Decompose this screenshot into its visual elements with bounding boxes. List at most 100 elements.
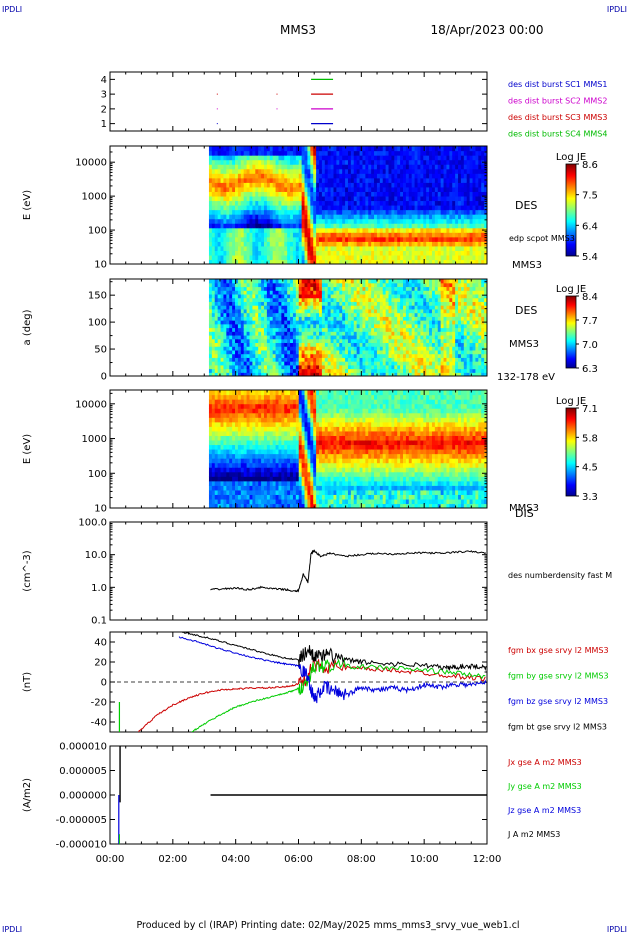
des-energy-cell	[362, 195, 366, 202]
des-pitch-cell	[261, 293, 265, 299]
des-pitch-cell	[414, 323, 419, 329]
des-energy-cell	[368, 250, 372, 256]
des-pitch-cell	[420, 308, 424, 314]
des-pitch-cell	[423, 282, 427, 288]
des-energy-cell	[261, 223, 265, 229]
des-energy-cell	[431, 191, 436, 197]
des-energy-cell	[455, 209, 459, 215]
des-pitch-cell	[429, 372, 433, 376]
des-energy-cell	[339, 205, 343, 211]
des-pitch-cell	[382, 368, 387, 373]
des-energy-cell	[324, 186, 329, 192]
des-energy-cell	[434, 214, 439, 220]
des-energy-cell	[420, 150, 424, 156]
des-energy-cell	[403, 150, 407, 156]
des-energy-cell	[290, 250, 294, 256]
des-energy-cell	[223, 245, 227, 251]
des-energy-cell	[284, 232, 288, 238]
des-pitch-cell	[371, 323, 375, 329]
des-pitch-cell	[374, 316, 378, 321]
des-pitch-cell	[214, 301, 219, 306]
des-pitch-cell	[272, 349, 277, 355]
des-energy-cell	[429, 223, 433, 229]
des-pitch-cell	[307, 305, 311, 310]
des-pitch-cell	[420, 293, 424, 299]
des-energy-cell	[431, 182, 436, 188]
des-energy-cell	[466, 236, 471, 242]
des-pitch-cell	[313, 364, 317, 370]
des-pitch-cell	[319, 290, 323, 295]
des-energy-cell	[400, 232, 404, 238]
des-energy-cell	[417, 150, 421, 156]
des-pitch-cell	[298, 334, 303, 340]
des-pitch-cell	[217, 312, 222, 317]
des-energy-cell	[443, 214, 448, 220]
des-energy-cell	[295, 236, 300, 242]
des-energy-cell	[281, 173, 285, 179]
des-energy-cell	[460, 236, 465, 242]
des-pitch-cell	[321, 361, 326, 366]
des-pitch-cell	[397, 320, 401, 325]
des-pitch-cell	[391, 290, 395, 295]
des-energy-cell	[333, 218, 337, 224]
des-energy-cell	[235, 164, 239, 170]
des-pitch-cell	[449, 346, 453, 351]
des-energy-cell	[463, 218, 468, 224]
des-pitch-cell	[417, 297, 421, 302]
des-energy-cell	[339, 186, 343, 192]
des-pitch-cell	[275, 349, 280, 355]
des-pitch-cell	[345, 331, 349, 336]
des-pitch-cell	[423, 301, 427, 306]
des-energy-cell	[458, 241, 462, 247]
des-pitch-cell	[411, 368, 416, 373]
des-pitch-cell	[223, 301, 227, 306]
des-energy-cell	[376, 173, 381, 179]
des-pitch-cell	[246, 312, 251, 317]
des-energy-cell	[333, 223, 337, 229]
des-energy-cell	[460, 182, 465, 188]
des-pitch-cell	[394, 338, 398, 344]
des-energy-cell	[246, 254, 251, 261]
des-energy-cell	[232, 232, 236, 238]
des-energy-cell	[429, 259, 433, 264]
des-pitch-cell	[405, 334, 410, 340]
des-energy-cell	[423, 259, 427, 264]
des-energy-cell	[295, 223, 300, 229]
des-energy-cell	[481, 164, 485, 170]
des-energy-cell	[385, 259, 390, 264]
des-pitch-cell	[310, 331, 314, 336]
des-energy-cell	[287, 146, 291, 152]
des-pitch-cell	[295, 361, 300, 366]
des-energy-cell	[220, 214, 225, 220]
des-energy-cell	[481, 195, 485, 202]
des-energy-cell	[255, 168, 259, 174]
des-energy-cell	[397, 223, 401, 229]
des-energy-cell	[313, 205, 317, 211]
des-energy-cell	[353, 195, 358, 202]
des-pitch-cell	[258, 320, 262, 325]
des-energy-cell	[414, 254, 419, 261]
des-pitch-cell	[237, 331, 242, 336]
des-energy-cell	[235, 245, 239, 251]
des-pitch-cell	[292, 290, 297, 295]
des-energy-cell	[429, 164, 433, 170]
des-energy-cell	[388, 177, 393, 183]
des-pitch-cell	[455, 372, 459, 376]
des-energy-cell	[478, 150, 482, 156]
des-energy-cell	[484, 232, 487, 238]
des-energy-cell	[429, 245, 433, 251]
des-energy-cell	[431, 250, 436, 256]
des-pitch-cell	[292, 312, 297, 317]
des-pitch-cell	[414, 316, 419, 321]
des-pitch-cell	[385, 349, 390, 355]
des-pitch-cell	[376, 316, 381, 321]
des-energy-cell	[220, 209, 225, 215]
des-pitch-cell	[414, 338, 419, 344]
des-energy-cell	[263, 223, 268, 229]
des-energy-cell	[298, 232, 303, 238]
des-energy-cell	[408, 159, 413, 165]
des-pitch-cell	[310, 357, 314, 362]
des-pitch-cell	[371, 338, 375, 344]
des-pitch-cell	[350, 290, 355, 295]
des-pitch-cell	[434, 372, 439, 376]
